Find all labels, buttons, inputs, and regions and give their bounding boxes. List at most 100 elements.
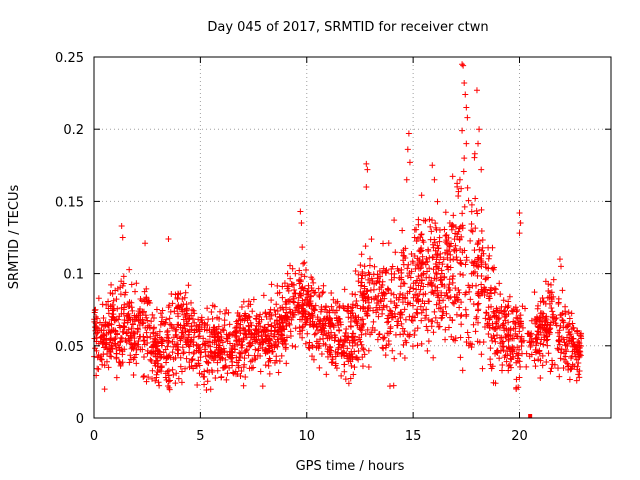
data-point [159,314,166,321]
data-point [545,287,552,294]
data-point [101,362,108,369]
data-point [505,344,512,351]
data-point [293,304,300,311]
data-point [260,338,267,345]
data-point [516,230,523,237]
data-point [414,325,421,332]
data-point [454,180,461,187]
data-point [169,338,176,345]
data-point [287,262,294,269]
data-point [423,255,430,262]
data-point [95,351,102,358]
data-point [544,294,551,301]
data-point [549,361,556,368]
data-point [201,320,208,327]
data-point [309,313,316,320]
data-point [499,361,506,368]
data-point [156,382,163,389]
data-point [304,291,311,298]
data-point [429,217,436,224]
x-tick-label: 5 [196,429,204,444]
data-point [129,321,136,328]
data-point [497,348,504,355]
data-point [397,290,404,297]
data-point [117,362,124,369]
data-point [518,339,525,346]
data-point [417,286,424,293]
data-point [487,356,494,363]
data-point [566,315,573,322]
data-point [355,356,362,363]
data-point [106,320,113,327]
plot-frame [93,56,612,419]
data-point [126,359,133,366]
data-point [433,271,440,278]
data-point [502,352,509,359]
data-point [478,228,485,235]
data-point [126,299,133,306]
data-point [565,366,572,373]
data-point [301,273,308,280]
data-point [491,289,498,296]
data-point [195,333,202,340]
data-point [144,317,151,324]
data-point [133,346,140,353]
data-point [348,362,355,369]
data-point [250,296,257,303]
data-point [576,374,583,381]
data-point [328,329,335,336]
data-point [578,330,585,337]
data-point [207,386,214,393]
data-point [332,299,339,306]
data-point [121,324,128,331]
data-point [436,323,443,330]
data-point [175,375,182,382]
data-point [473,87,480,94]
data-point [320,340,327,347]
data-point [459,210,466,217]
data-point [310,356,317,363]
data-point [336,341,343,348]
data-point [452,230,459,237]
data-point [143,329,150,336]
data-point [415,221,422,228]
data-point [474,307,481,314]
data-point [136,316,143,323]
data-point [169,366,176,373]
data-point [255,347,262,354]
data-point [505,367,512,374]
data-point [480,338,487,345]
data-point [460,62,467,69]
data-point [99,301,106,308]
data-point [465,342,472,349]
data-point [272,311,279,318]
data-point [278,313,285,320]
data-point [219,348,226,355]
data-point [365,364,372,371]
data-point [153,306,160,313]
data-point [247,358,254,365]
data-point [500,297,507,304]
data-point [117,338,124,345]
data-point [461,247,468,254]
data-point [473,313,480,320]
data-point [388,314,395,321]
data-point [121,291,128,298]
data-point [183,307,190,314]
data-point [218,374,225,381]
data-point [411,314,418,321]
data-point [397,283,404,290]
data-point [185,316,192,323]
data-point [478,281,485,288]
data-point [413,298,420,305]
data-point [505,311,512,318]
data-point [436,297,443,304]
data-point [247,339,254,346]
data-point [371,327,378,334]
data-point [442,336,449,343]
data-point [150,315,157,322]
x-tick-label: 20 [511,429,528,444]
data-point [315,345,322,352]
data-point [543,359,550,366]
data-point [274,282,281,289]
